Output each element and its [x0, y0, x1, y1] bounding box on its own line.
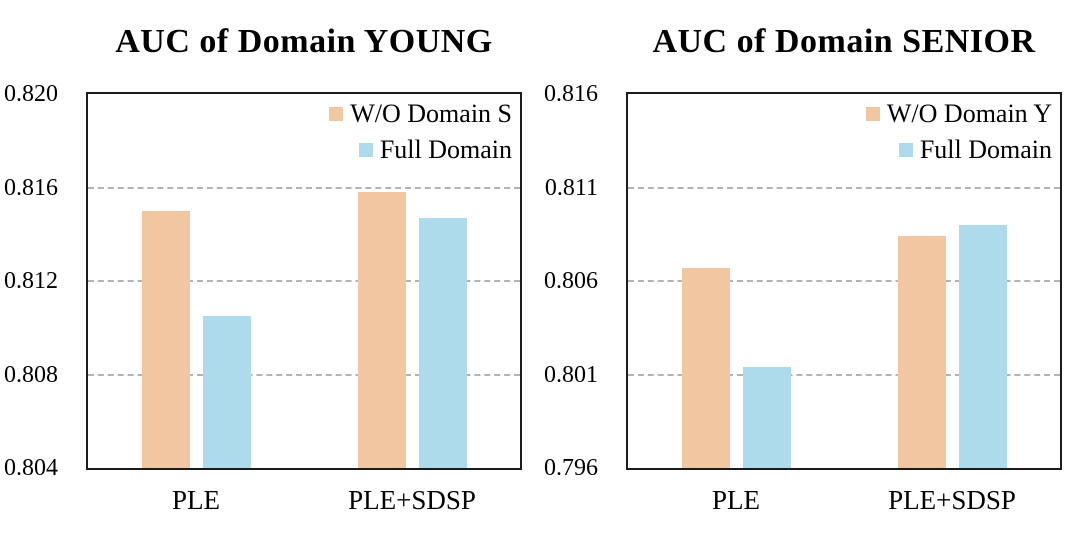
x-tick-label: PLE+SDSP — [348, 485, 476, 515]
x-tick-label: PLE+SDSP — [888, 485, 1016, 515]
plot-area-senior — [626, 92, 1062, 470]
legend-row: W/O Domain S — [329, 96, 512, 132]
legend-label: W/O Domain S — [350, 99, 512, 128]
legend-row: W/O Domain Y — [865, 96, 1052, 132]
bar-ple-wo-domain — [681, 267, 730, 468]
gridline — [628, 186, 1060, 189]
y-tick-label: 0.801 — [544, 361, 598, 388]
legend-swatch — [865, 107, 880, 121]
y-tick-label: 0.806 — [544, 268, 598, 294]
y-tick-label: 0.804 — [4, 455, 58, 481]
y-tick-label: 0.796 — [544, 455, 598, 481]
bar-ple-sdsp-wo-domain — [357, 192, 406, 468]
bar-ple-full-domain — [742, 367, 791, 468]
chart-panel-young: AUC of Domain YOUNG W/O Domain S Full Dom… — [4, 23, 522, 515]
chart-title-young: AUC of Domain YOUNG — [115, 23, 493, 60]
legend-row: Full Domain — [358, 132, 512, 168]
gridline — [88, 186, 520, 189]
y-tick-label: 0.816 — [4, 174, 58, 201]
legend-senior: W/O Domain Y Full Domain — [865, 96, 1052, 168]
bar-ple-sdsp-full-domain — [418, 217, 467, 468]
gridline — [628, 280, 1060, 282]
legend-label: W/O Domain Y — [886, 99, 1052, 128]
bar-ple-full-domain — [202, 316, 251, 468]
bar-ple-sdsp-full-domain — [958, 224, 1007, 468]
legend-label: Full Domain — [379, 135, 512, 164]
y-tick-label: 0.820 — [4, 81, 58, 107]
legend-row: Full Domain — [898, 132, 1052, 168]
x-tick-label: PLE — [711, 485, 761, 515]
gridline — [88, 373, 520, 376]
legend-label: Full Domain — [919, 135, 1052, 164]
legend-swatch — [898, 143, 913, 157]
legend-swatch — [329, 107, 344, 121]
bar-ple-wo-domain — [141, 210, 190, 468]
legend-young: W/O Domain S Full Domain — [329, 96, 512, 168]
bar-ple-sdsp-wo-domain — [897, 236, 946, 468]
y-tick-label: 0.808 — [4, 361, 58, 388]
plot-area-young — [86, 92, 522, 470]
y-tick-label: 0.816 — [544, 81, 598, 107]
legend-swatch — [358, 143, 373, 157]
y-tick-label: 0.811 — [544, 174, 598, 201]
x-tick-label: PLE — [171, 485, 221, 515]
chart-title-senior: AUC of Domain SENIOR — [652, 23, 1036, 60]
gridline — [88, 280, 520, 282]
gridline — [628, 373, 1060, 376]
chart-panel-senior: AUC of Domain SENIOR W/O Domain Y Full Do… — [540, 0, 1080, 548]
y-tick-label: 0.812 — [4, 268, 58, 294]
